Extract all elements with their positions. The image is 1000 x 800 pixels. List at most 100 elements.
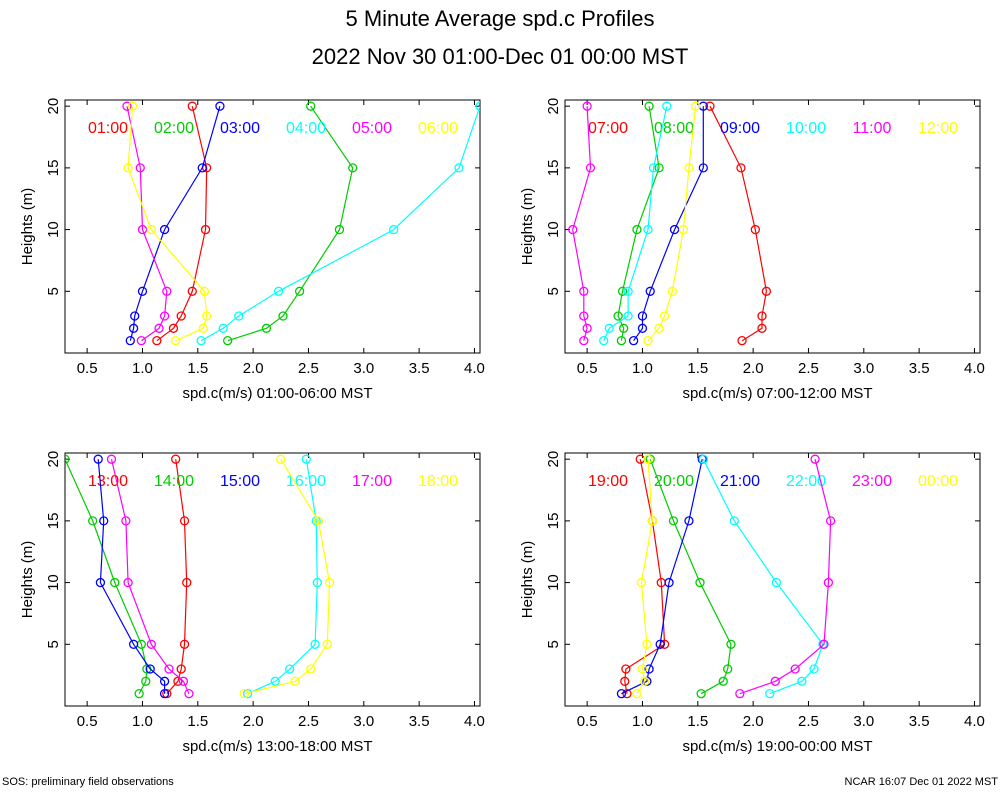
data-point bbox=[735, 689, 745, 699]
chart-panel-2: 0.5 1.0 1.5 2.0 2.5 3.0 3.5 4.0 5 10 15 20 spd.c(m/s… bbox=[519, 98, 985, 402]
data-point bbox=[616, 689, 627, 699]
x-tick-label: 1.5 bbox=[187, 360, 208, 377]
series-line bbox=[647, 106, 697, 342]
data-point bbox=[771, 577, 782, 588]
data-point bbox=[125, 336, 135, 346]
data-point bbox=[604, 323, 614, 333]
data-point bbox=[585, 163, 596, 173]
y-tick-label: 15 bbox=[45, 513, 62, 530]
series-line bbox=[166, 459, 188, 695]
data-point bbox=[106, 454, 117, 464]
y-tick-label: 10 bbox=[545, 574, 562, 591]
series-0800 bbox=[613, 101, 664, 346]
series-line bbox=[603, 106, 668, 341]
data-point bbox=[152, 336, 162, 346]
data-point bbox=[141, 676, 151, 686]
data-point bbox=[825, 516, 836, 526]
data-point bbox=[168, 323, 179, 333]
data-point bbox=[617, 286, 628, 296]
series-line bbox=[572, 106, 592, 341]
legend-entry: 19:00 bbox=[588, 473, 628, 490]
data-point bbox=[187, 286, 197, 296]
data-point bbox=[306, 664, 316, 674]
data-point bbox=[137, 286, 148, 296]
data-point bbox=[667, 286, 677, 296]
data-point bbox=[187, 101, 197, 111]
data-point bbox=[690, 101, 701, 111]
data-point bbox=[736, 163, 746, 173]
data-point bbox=[334, 224, 345, 235]
data-point bbox=[234, 311, 244, 321]
legend-entry: 04:00 bbox=[286, 120, 326, 137]
data-point bbox=[718, 676, 728, 686]
data-point bbox=[276, 454, 286, 464]
legend-entry: 17:00 bbox=[352, 473, 392, 490]
x-axis-label: spd.c(m/s) 01:00-06:00 MST bbox=[182, 385, 372, 402]
data-point bbox=[196, 336, 206, 346]
series-1400 bbox=[65, 454, 152, 699]
data-point bbox=[294, 286, 305, 296]
data-point bbox=[215, 101, 225, 111]
data-point bbox=[261, 323, 272, 333]
data-point bbox=[164, 664, 174, 674]
data-point bbox=[154, 323, 164, 333]
series-line bbox=[200, 106, 480, 342]
data-point bbox=[475, 101, 480, 111]
data-point bbox=[146, 224, 156, 235]
data-point bbox=[819, 639, 829, 649]
data-point bbox=[348, 163, 358, 173]
data-point bbox=[770, 676, 780, 686]
legend-entry: 15:00 bbox=[220, 473, 260, 490]
y-tick-label: 15 bbox=[545, 513, 562, 530]
data-point bbox=[128, 323, 139, 333]
y-tick-label: 15 bbox=[545, 160, 562, 177]
x-tick-label: 1.0 bbox=[632, 360, 653, 377]
series-1300 bbox=[162, 454, 192, 699]
y-tick-label: 10 bbox=[545, 221, 562, 238]
data-point bbox=[176, 664, 186, 674]
x-tick-label: 3.0 bbox=[353, 360, 374, 377]
data-point bbox=[654, 163, 664, 173]
x-axis-label: spd.c(m/s) 13:00-18:00 MST bbox=[182, 738, 372, 755]
data-point bbox=[644, 101, 654, 111]
series-0900 bbox=[628, 101, 708, 346]
data-point bbox=[290, 676, 300, 686]
chart-title: 5 Minute Average spd.c Profiles bbox=[345, 6, 655, 31]
x-tick-label: 4.0 bbox=[464, 360, 485, 377]
legend-entry: 14:00 bbox=[154, 473, 194, 490]
data-point bbox=[705, 101, 715, 111]
data-point bbox=[696, 689, 706, 699]
data-point bbox=[159, 311, 170, 321]
data-point bbox=[313, 516, 324, 526]
plot-frame bbox=[64, 452, 481, 707]
data-point bbox=[644, 664, 654, 674]
y-axis-label: Heights (m) bbox=[519, 541, 536, 619]
series-0300 bbox=[125, 101, 225, 346]
data-point bbox=[621, 664, 631, 674]
x-tick-label: 2.5 bbox=[798, 360, 819, 377]
data-point bbox=[810, 454, 820, 464]
x-tick-label: 3.5 bbox=[409, 713, 430, 730]
series-0200 bbox=[223, 101, 358, 346]
series-line bbox=[617, 106, 660, 341]
data-point bbox=[122, 101, 132, 111]
data-point bbox=[636, 577, 647, 588]
data-point bbox=[757, 311, 767, 321]
x-tick-label: 1.5 bbox=[687, 360, 708, 377]
series-line bbox=[636, 459, 654, 695]
series-line bbox=[649, 458, 732, 695]
data-point bbox=[579, 286, 589, 296]
data-point bbox=[726, 639, 736, 649]
x-tick-label: 1.0 bbox=[132, 360, 153, 377]
plot-frame bbox=[564, 99, 981, 354]
data-point bbox=[171, 454, 181, 464]
series-line bbox=[110, 459, 190, 694]
data-point bbox=[218, 323, 228, 333]
series-line bbox=[247, 459, 318, 695]
series-0400 bbox=[196, 101, 480, 346]
data-point bbox=[65, 454, 70, 464]
data-point bbox=[623, 286, 633, 296]
x-tick-label: 1.5 bbox=[187, 713, 208, 730]
series-line bbox=[126, 106, 168, 342]
y-tick-label: 20 bbox=[545, 98, 562, 115]
